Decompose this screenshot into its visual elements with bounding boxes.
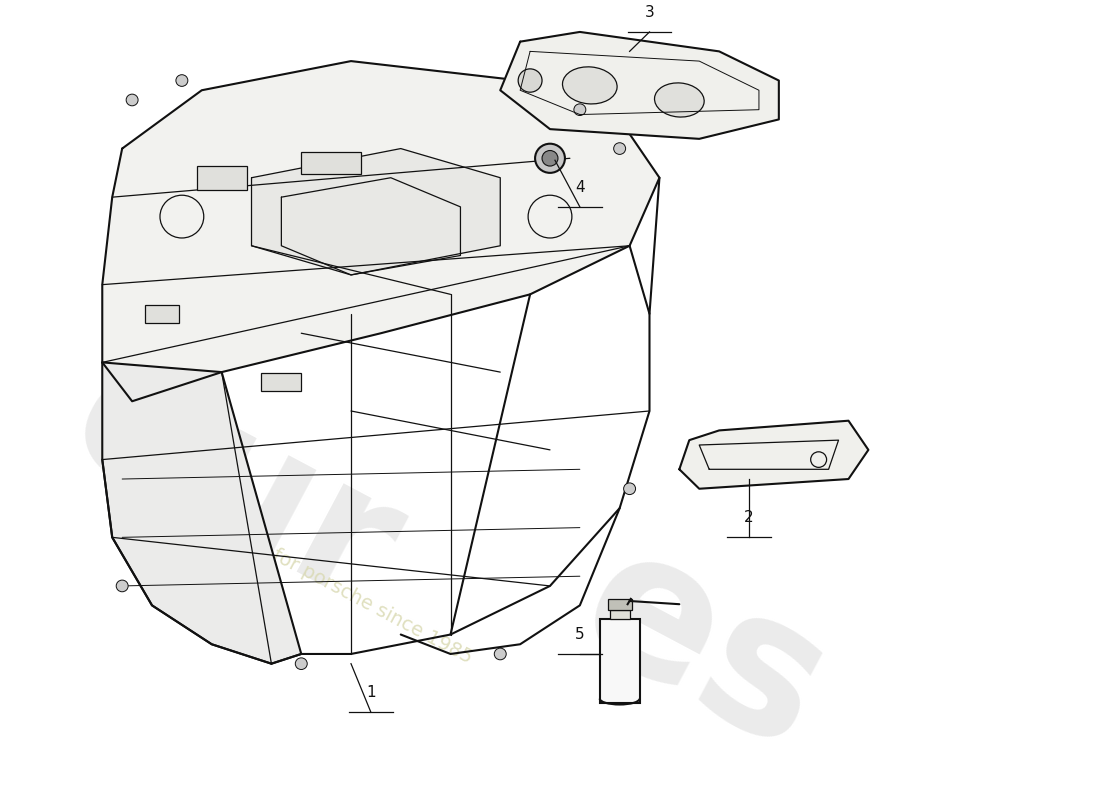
Text: 5: 5 bbox=[575, 627, 585, 642]
Text: es: es bbox=[550, 509, 857, 791]
Text: 3: 3 bbox=[645, 5, 654, 20]
Polygon shape bbox=[252, 149, 500, 275]
Circle shape bbox=[614, 142, 626, 154]
Circle shape bbox=[518, 69, 542, 92]
Text: a passion for porsche since 1985: a passion for porsche since 1985 bbox=[182, 499, 475, 668]
Ellipse shape bbox=[562, 67, 617, 104]
Ellipse shape bbox=[654, 83, 704, 117]
Bar bbox=[197, 166, 246, 190]
Bar bbox=[301, 153, 361, 174]
Circle shape bbox=[535, 144, 565, 173]
Bar bbox=[600, 619, 639, 702]
Text: 1: 1 bbox=[366, 686, 376, 700]
Bar bbox=[262, 373, 301, 390]
Bar bbox=[607, 599, 631, 610]
Circle shape bbox=[126, 94, 139, 106]
Bar bbox=[144, 305, 179, 322]
Text: 4: 4 bbox=[575, 180, 585, 195]
Circle shape bbox=[542, 150, 558, 166]
Polygon shape bbox=[500, 32, 779, 139]
Circle shape bbox=[117, 580, 128, 592]
Circle shape bbox=[295, 658, 307, 670]
Bar bbox=[609, 610, 629, 619]
Text: 2: 2 bbox=[745, 510, 754, 526]
Circle shape bbox=[574, 104, 586, 115]
Polygon shape bbox=[102, 362, 301, 664]
Polygon shape bbox=[102, 61, 659, 402]
Text: eur: eur bbox=[43, 329, 426, 643]
Circle shape bbox=[494, 648, 506, 660]
Circle shape bbox=[624, 483, 636, 494]
Polygon shape bbox=[680, 421, 868, 489]
Circle shape bbox=[176, 74, 188, 86]
